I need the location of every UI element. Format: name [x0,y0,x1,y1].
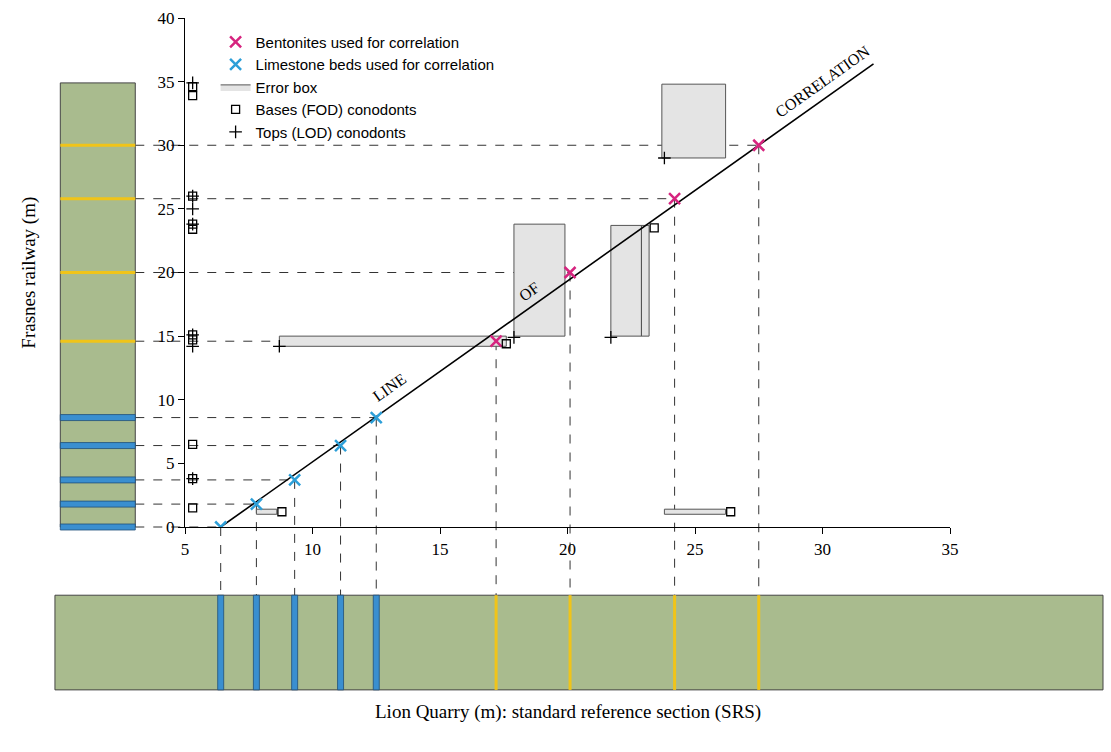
svg-text:5: 5 [181,540,190,559]
svg-text:15: 15 [432,540,449,559]
svg-text:40: 40 [157,9,174,28]
svg-text:Lion Quarry (m): standard refe: Lion Quarry (m): standard reference sect… [375,701,761,723]
svg-text:10: 10 [157,391,174,410]
svg-text:35: 35 [157,73,174,92]
svg-text:Bases (FOD) conodonts: Bases (FOD) conodonts [256,101,417,118]
svg-text:LINE: LINE [370,370,410,405]
svg-text:30: 30 [157,136,174,155]
svg-text:30: 30 [814,540,831,559]
svg-text:Bentonites used for correlatio: Bentonites used for correlation [256,34,459,51]
svg-text:20: 20 [559,540,576,559]
svg-text:20: 20 [157,263,174,282]
svg-text:Limestone beds used for correl: Limestone beds used for correlation [256,56,494,73]
svg-text:25: 25 [687,540,704,559]
svg-text:Tops (LOD) conodonts: Tops (LOD) conodonts [256,124,406,141]
svg-text:0: 0 [166,518,175,537]
svg-text:5: 5 [166,454,175,473]
svg-text:OF: OF [516,279,543,305]
svg-text:Error box: Error box [256,79,318,96]
svg-text:15: 15 [157,327,174,346]
svg-text:35: 35 [942,540,959,559]
svg-text:10: 10 [304,540,321,559]
svg-text:CORRELATION: CORRELATION [772,42,873,120]
svg-text:25: 25 [157,200,174,219]
svg-text:Frasnes railway (m): Frasnes railway (m) [18,197,40,349]
